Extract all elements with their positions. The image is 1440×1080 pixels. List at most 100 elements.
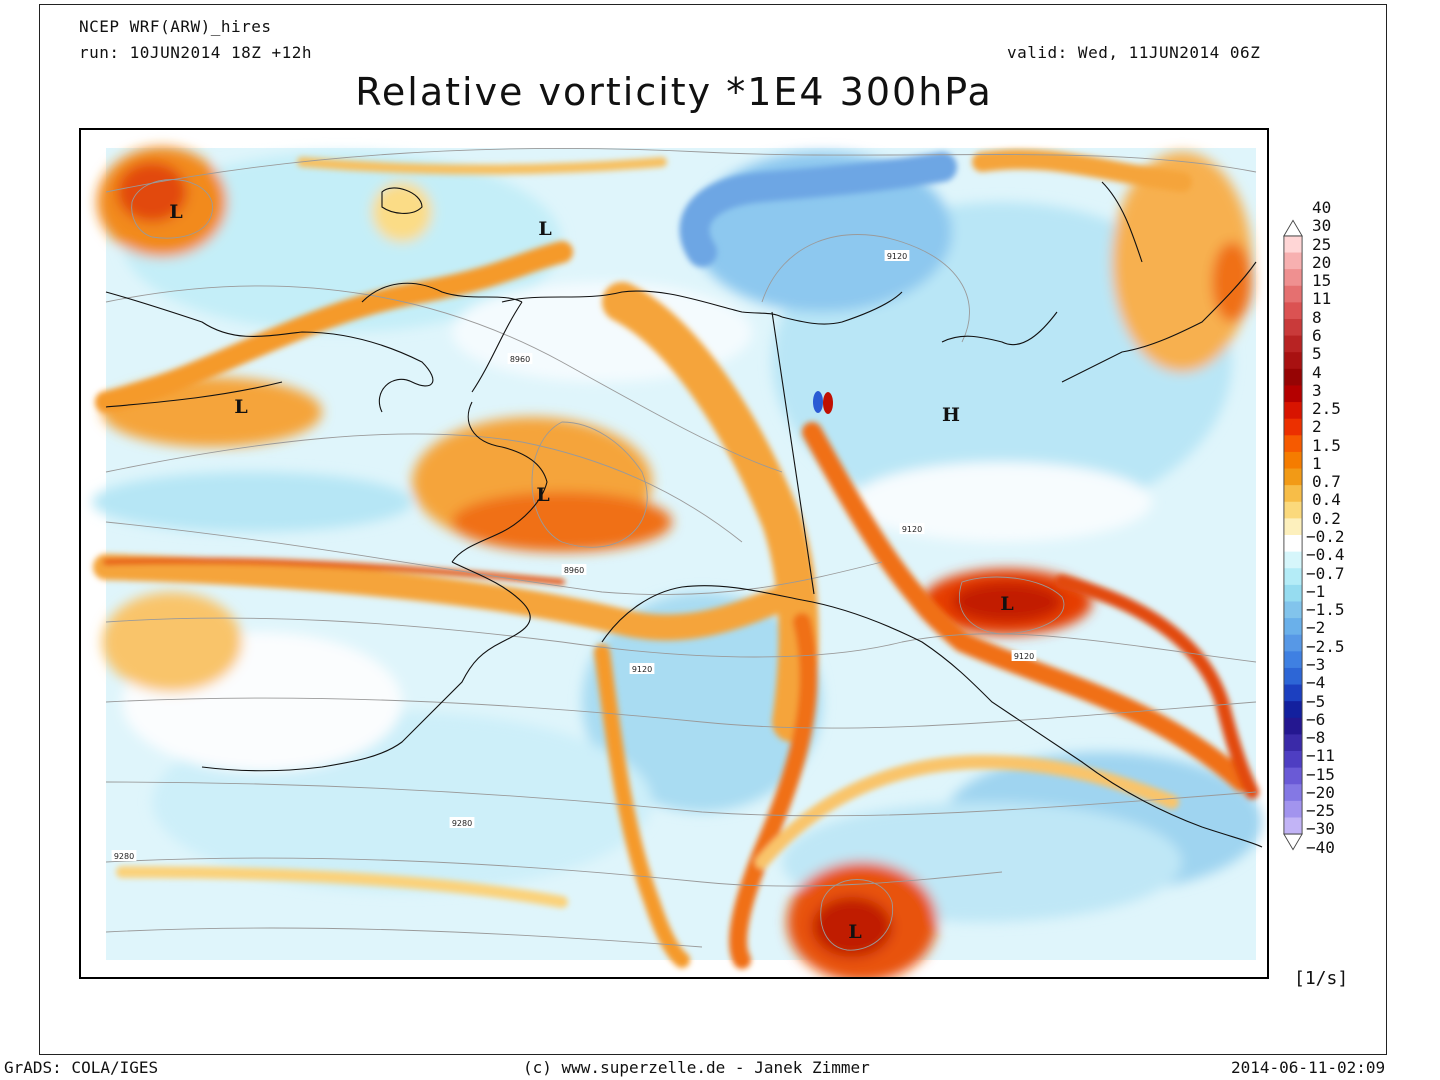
colorbar-label: −2 bbox=[1306, 618, 1326, 638]
colorbar-label: 6 bbox=[1312, 325, 1322, 345]
colorbar-label: −2.5 bbox=[1306, 636, 1345, 656]
colorbar-label: −40 bbox=[1306, 837, 1335, 857]
colorbar-cell bbox=[1283, 784, 1303, 802]
colorbar-cell bbox=[1283, 285, 1303, 303]
colorbar-label: −15 bbox=[1306, 764, 1335, 784]
colorbar-label: 20 bbox=[1312, 252, 1332, 272]
colorbar-label: 40 bbox=[1312, 198, 1332, 217]
low-pressure-marker: L bbox=[169, 201, 182, 223]
run-time: run: 10JUN2014 18Z +12h bbox=[79, 43, 313, 62]
page-title: Relative vorticity *1E4 300hPa bbox=[355, 70, 993, 114]
colorbar-cell bbox=[1283, 800, 1303, 818]
valid-time: valid: Wed, 11JUN2014 06Z bbox=[1007, 43, 1261, 62]
colorbar-label: 2 bbox=[1312, 417, 1322, 437]
colorbar-cell bbox=[1283, 568, 1303, 586]
contour-label-bg bbox=[629, 663, 655, 674]
colorbar-label: 0.2 bbox=[1312, 508, 1341, 528]
colorbar-cell bbox=[1283, 368, 1303, 386]
colorbar-cell bbox=[1283, 451, 1303, 469]
vorticity-dipole-negative bbox=[813, 391, 823, 413]
colorbar-label: 0.4 bbox=[1312, 490, 1341, 510]
contour-label: 9280 bbox=[114, 852, 134, 861]
colorbar-label: 2.5 bbox=[1312, 399, 1341, 419]
footer-software: GrADS: COLA/IGES bbox=[4, 1058, 159, 1077]
colorbar-label: −4 bbox=[1306, 673, 1326, 693]
coastlines bbox=[105, 181, 1263, 848]
colorbar-label: 15 bbox=[1312, 271, 1332, 291]
low-pressure-marker: L bbox=[536, 484, 549, 506]
footer-timestamp: 2014-06-11-02:09 bbox=[1231, 1058, 1386, 1077]
footer-copyright: (c) www.superzelle.de - Janek Zimmer bbox=[523, 1058, 870, 1077]
colorbar-cell bbox=[1283, 468, 1303, 486]
pressure-centers: L L L L H L L bbox=[169, 201, 1013, 943]
colorbar-cell bbox=[1283, 385, 1303, 403]
contour-label: 9120 bbox=[1014, 652, 1034, 661]
colorbar-label: −11 bbox=[1306, 746, 1335, 766]
vorticity-bands bbox=[93, 149, 1259, 969]
vorticity-dipole-positive bbox=[823, 392, 833, 414]
colorbar-cell bbox=[1283, 352, 1303, 370]
low-pressure-marker: L bbox=[234, 396, 247, 418]
colorbar-cell bbox=[1283, 701, 1303, 719]
high-pressure-marker: H bbox=[942, 404, 960, 426]
colorbar-cell bbox=[1283, 601, 1303, 619]
colorbar-label: 5 bbox=[1312, 344, 1322, 364]
colorbar-cell bbox=[1283, 651, 1303, 669]
colorbar-unit: [1/s] bbox=[1294, 968, 1349, 989]
contour-label: 8960 bbox=[510, 355, 530, 364]
colorbar-label: −1.5 bbox=[1306, 600, 1345, 620]
colorbar-cell bbox=[1283, 435, 1303, 453]
contour-label: 9280 bbox=[452, 819, 472, 828]
colorbar-cell bbox=[1283, 817, 1303, 835]
colorbar-cell bbox=[1283, 618, 1303, 636]
colorbar-cell bbox=[1283, 269, 1303, 287]
contour-label-bg bbox=[507, 353, 533, 364]
colorbar-cell bbox=[1283, 252, 1303, 270]
low-pressure-marker: L bbox=[538, 218, 551, 240]
low-pressure-marker: L bbox=[1000, 593, 1013, 615]
colorbar-cell bbox=[1283, 501, 1303, 519]
colorbar-label: −0.4 bbox=[1306, 545, 1345, 565]
contour-label: 9120 bbox=[902, 525, 922, 534]
model-name: NCEP WRF(ARW)_hires bbox=[79, 17, 272, 36]
colorbar-cell bbox=[1283, 318, 1303, 337]
colorbar-label: −30 bbox=[1306, 819, 1335, 839]
colorbar-cell bbox=[1283, 717, 1303, 735]
plot-frame bbox=[39, 4, 1387, 1055]
colorbar-cell bbox=[1283, 335, 1303, 353]
geopotential-contours bbox=[105, 147, 1257, 951]
colorbar bbox=[1283, 219, 1303, 851]
colorbar-cell bbox=[1283, 634, 1303, 652]
colorbar-label: 30 bbox=[1312, 216, 1332, 236]
colorbar-cell bbox=[1283, 551, 1303, 569]
colorbar-cell bbox=[1283, 418, 1303, 436]
colorbar-label: 1 bbox=[1312, 453, 1322, 473]
colorbar-label: 0.7 bbox=[1312, 472, 1341, 492]
colorbar-cell bbox=[1283, 584, 1303, 602]
contour-label-bg bbox=[449, 817, 475, 828]
colorbar-label: −0.2 bbox=[1306, 527, 1345, 546]
colorbar-label: 3 bbox=[1312, 380, 1322, 400]
colorbar-cell bbox=[1283, 535, 1303, 553]
colorbar-cell bbox=[1283, 767, 1303, 785]
contour-label-bg bbox=[561, 564, 587, 575]
colorbar-label: 8 bbox=[1312, 307, 1322, 327]
colorbar-label: 11 bbox=[1312, 289, 1332, 309]
colorbar-label: −25 bbox=[1306, 801, 1335, 821]
colorbar-label: −6 bbox=[1306, 709, 1326, 729]
colorbar-label: 4 bbox=[1312, 362, 1322, 382]
colorbar-label: −5 bbox=[1306, 691, 1326, 711]
colorbar-cell bbox=[1283, 684, 1303, 702]
contour-label: 9120 bbox=[632, 665, 652, 674]
colorbar-label: 1.5 bbox=[1312, 435, 1341, 455]
colorbar-cell bbox=[1283, 734, 1303, 752]
colorbar-cell bbox=[1283, 751, 1303, 769]
colorbar-label: 25 bbox=[1312, 234, 1332, 254]
colorbar-label: −8 bbox=[1306, 728, 1326, 748]
map-panel: 9120 8960 9120 8960 9120 9120 9280 9280 L L L L H L L bbox=[79, 128, 1269, 979]
low-pressure-marker: L bbox=[848, 921, 861, 943]
colorbar-cell bbox=[1283, 402, 1303, 420]
colorbar-label: −1 bbox=[1306, 581, 1326, 601]
contour-label-bg bbox=[1011, 650, 1037, 661]
colorbar-cell bbox=[1283, 235, 1303, 253]
